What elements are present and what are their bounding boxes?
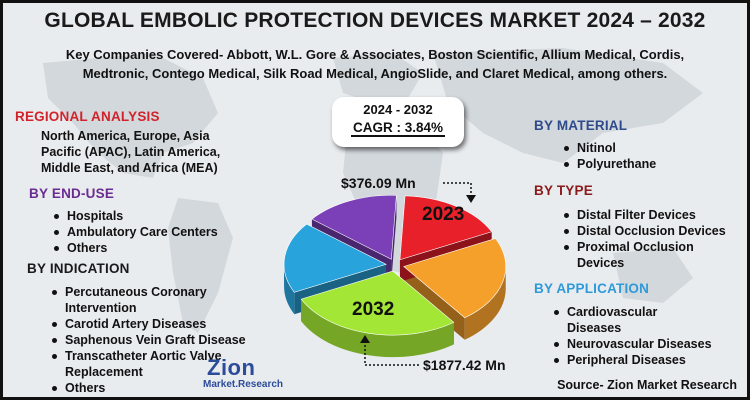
list-item: Nitinol xyxy=(561,140,656,156)
regional-analysis-text: North America, Europe, Asia Pacific (APA… xyxy=(41,128,220,176)
pie-slice-segment-2 xyxy=(403,238,506,319)
application-heading: BY APPLICATION xyxy=(534,281,650,296)
regional-analysis-heading: REGIONAL ANALYSIS xyxy=(15,109,160,124)
indication-heading: BY INDICATION xyxy=(27,261,130,276)
arrow-2032-icon xyxy=(360,335,370,343)
list-item: Others xyxy=(51,240,218,256)
value-label-2023: $376.09 Mn xyxy=(341,175,416,191)
regional-line-2: Pacific (APAC), Latin America, xyxy=(41,145,221,159)
type-list: Distal Filter Devices Distal Occlusion D… xyxy=(561,207,726,271)
year-label-2032: 2032 xyxy=(352,299,395,320)
type-heading: BY TYPE xyxy=(534,183,593,198)
pie-slice-side xyxy=(464,266,506,340)
annotation-connectors xyxy=(364,182,472,366)
cagr-box: 2024 - 2032 CAGR : 3.84% xyxy=(332,97,464,147)
pie-slice-edge xyxy=(391,195,397,282)
material-list: Nitinol Polyurethane xyxy=(561,140,656,172)
value-label-2032: $1877.42 Mn xyxy=(423,357,506,373)
list-item: Ambulatory Care Centers xyxy=(51,224,218,240)
indication-list: Percutaneous Coronary Intervention Caroti… xyxy=(49,284,246,396)
list-item: Distal Filter Devices xyxy=(561,207,726,223)
pie-slice-segment-4 xyxy=(283,223,387,293)
end-use-heading: BY END-USE xyxy=(29,186,115,201)
chart-title: GLOBAL EMBOLIC PROTECTION DEVICES MARKET… xyxy=(44,9,706,32)
pie-chart xyxy=(283,182,506,366)
connector-2032 xyxy=(364,341,419,366)
application-list: Cardiovascular Diseases Neurovascular Dis… xyxy=(551,304,712,368)
pie-slice-2023 xyxy=(399,195,493,261)
arrow-2023-icon xyxy=(466,195,476,203)
logo-name: Zion xyxy=(207,355,256,380)
list-item: Percutaneous Coronary Intervention xyxy=(49,284,246,316)
source-note: Source- Zion Market Research xyxy=(557,378,737,392)
material-heading: BY MATERIAL xyxy=(534,118,628,133)
list-item: Transcatheter Aortic Valve Replacement xyxy=(49,348,246,380)
subtitle-line-2: Medtronic, Contego Medical, Silk Road Me… xyxy=(82,66,668,81)
regional-line-1: North America, Europe, Asia xyxy=(41,129,210,143)
year-label-2023: 2023 xyxy=(422,204,465,225)
cagr-value: CAGR : 3.84% xyxy=(350,120,446,137)
list-item: Saphenous Vein Graft Disease xyxy=(49,332,246,348)
list-item: Cardiovascular Diseases xyxy=(551,304,712,336)
pie-slice-side xyxy=(284,264,295,315)
end-use-list: Hospitals Ambulatory Care Centers Others xyxy=(51,208,218,256)
pie-slice-side xyxy=(301,299,454,358)
logo-subtext: Market.Research xyxy=(203,379,284,390)
list-item: Proximal Occlusion Devices xyxy=(561,239,726,271)
subtitle-line-1: Key Companies Covered- Abbott, W.L. Gore… xyxy=(65,47,685,62)
key-companies-subtitle: Key Companies Covered- Abbott, W.L. Gore… xyxy=(17,45,733,83)
list-item: Carotid Artery Diseases xyxy=(49,316,246,332)
list-item: Others xyxy=(49,380,246,396)
zion-logo: Zion Market.Research xyxy=(195,355,305,393)
pie-slice-segment-5 xyxy=(311,194,397,260)
cagr-period: 2024 - 2032 xyxy=(363,102,433,117)
list-item: Hospitals xyxy=(51,208,218,224)
list-item: Polyurethane xyxy=(561,156,656,172)
pie-slice-2032 xyxy=(300,270,455,336)
list-item: Distal Occlusion Devices xyxy=(561,223,726,239)
list-item: Peripheral Diseases xyxy=(551,352,712,368)
list-item: Neurovascular Diseases xyxy=(551,336,712,352)
regional-line-3: Middle East, and Africa (MEA) xyxy=(41,161,218,175)
connector-2023 xyxy=(443,182,472,195)
